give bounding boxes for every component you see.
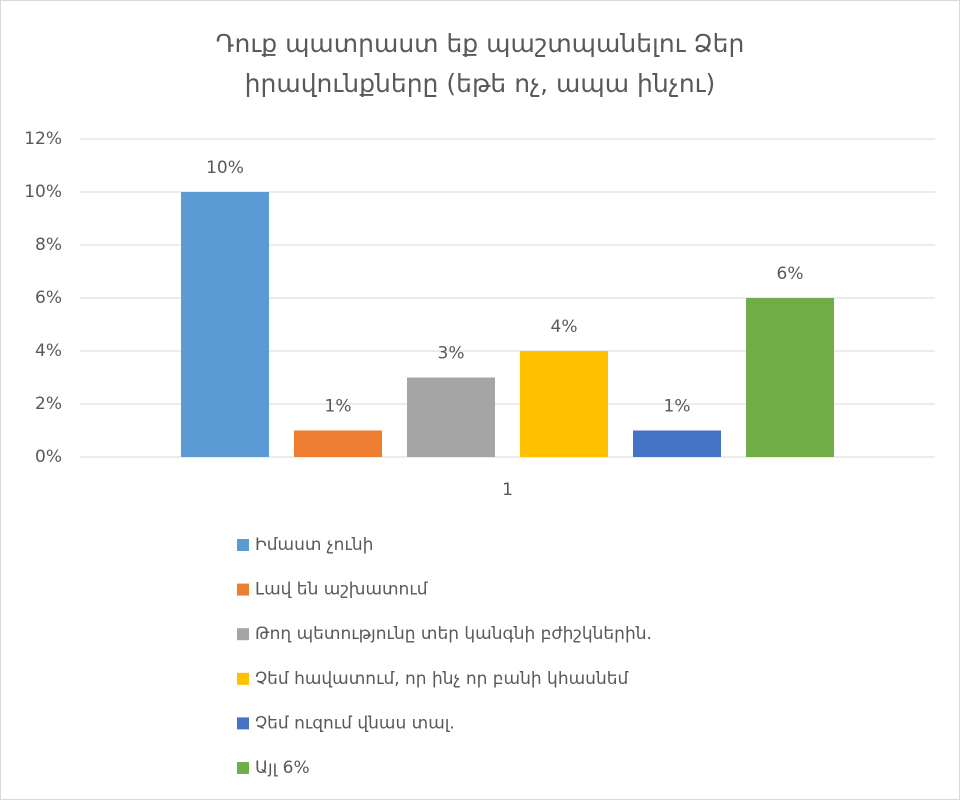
value-label: 4%: [551, 317, 578, 337]
y-tick-label: 0%: [35, 447, 62, 467]
legend-label: Իմաստ չունի: [255, 535, 373, 555]
legend-label: Թող պետությունը տեր կանգնի բժիշկներին.: [255, 624, 652, 644]
legend-swatch: [237, 628, 249, 641]
legend: Իմաստ չունի Լավ են աշխատում Թող պետություն…: [237, 535, 652, 778]
y-tick-label: 4%: [35, 341, 62, 361]
chart-title: Դուք պատրաստ եք պաշտպանելու Ձեր իրավունք…: [215, 29, 745, 98]
legend-label: Չեմ ուզում վնաս տալ.: [255, 713, 455, 733]
value-label: 3%: [438, 344, 465, 364]
bar: [294, 430, 382, 457]
bar: [633, 430, 721, 457]
y-tick-label: 8%: [35, 235, 62, 255]
legend-swatch: [237, 539, 249, 551]
x-tick-label: 1: [502, 480, 513, 500]
y-tick-label: 10%: [24, 182, 62, 202]
legend-label: Չեմ հավատում, որ ինչ որ բանի կհասնեմ: [255, 669, 628, 689]
legend-swatch: [237, 672, 249, 685]
bar: [746, 298, 834, 457]
bar: [407, 377, 495, 457]
legend-label: Լավ են աշխատում: [255, 580, 428, 600]
value-label: 6%: [777, 264, 804, 284]
value-label: 1%: [664, 397, 691, 417]
legend-swatch: [237, 717, 249, 730]
y-tick-label: 2%: [35, 394, 62, 414]
legend-swatch: [237, 583, 249, 596]
bar: [520, 351, 608, 457]
y-tick-label: 6%: [35, 288, 62, 308]
bar: [181, 192, 269, 457]
legend-label: Այլ 6%: [255, 758, 310, 778]
legend-swatch: [237, 762, 249, 774]
value-label: 1%: [325, 397, 352, 417]
value-label: 10%: [206, 158, 244, 178]
y-tick-label: 12%: [24, 129, 62, 149]
